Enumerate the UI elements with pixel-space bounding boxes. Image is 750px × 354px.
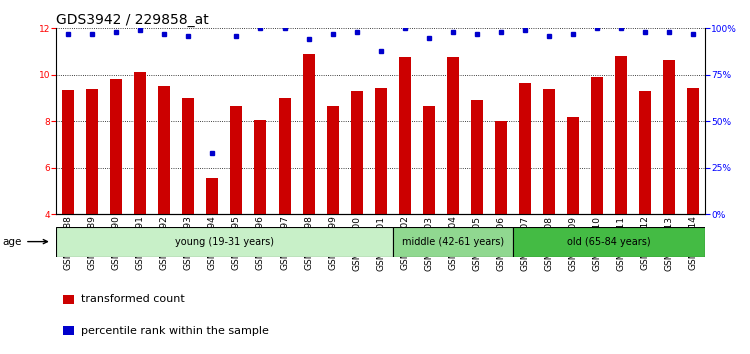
Bar [110, 79, 122, 214]
Bar [393, 227, 513, 257]
Bar [471, 100, 483, 214]
Bar [639, 91, 651, 214]
Text: GDS3942 / 229858_at: GDS3942 / 229858_at [56, 13, 209, 27]
Bar [495, 121, 507, 214]
Bar [447, 57, 459, 214]
Bar [86, 89, 98, 214]
Bar [519, 83, 531, 214]
Bar [134, 73, 146, 214]
Bar [374, 87, 387, 214]
Bar [591, 77, 603, 214]
Text: young (19-31 years): young (19-31 years) [175, 236, 274, 247]
Bar [663, 60, 675, 214]
Bar [350, 91, 362, 214]
Bar [543, 89, 555, 214]
Text: old (65-84 years): old (65-84 years) [567, 236, 651, 247]
Bar [63, 295, 74, 304]
Bar [254, 120, 266, 214]
Bar [615, 56, 627, 214]
Text: middle (42-61 years): middle (42-61 years) [402, 236, 504, 247]
Bar [63, 326, 74, 335]
Bar [513, 227, 705, 257]
Bar [567, 116, 579, 214]
Bar [182, 98, 194, 214]
Bar [399, 57, 411, 214]
Bar [206, 178, 218, 214]
Bar [423, 106, 435, 214]
Text: percentile rank within the sample: percentile rank within the sample [81, 326, 268, 336]
Bar [302, 54, 314, 214]
Text: transformed count: transformed count [81, 295, 184, 304]
Bar [56, 227, 393, 257]
Bar [278, 98, 290, 214]
Text: age: age [3, 236, 47, 247]
Bar [158, 86, 170, 214]
Bar [62, 90, 74, 214]
Bar [230, 106, 242, 214]
Bar [326, 106, 338, 214]
Bar [687, 87, 699, 214]
